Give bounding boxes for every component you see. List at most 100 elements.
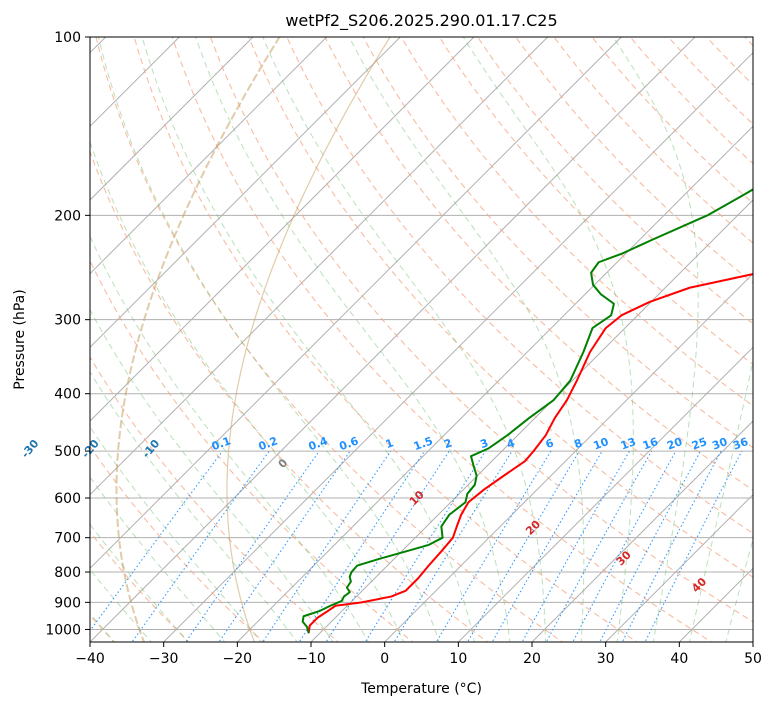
isotherm-30 bbox=[605, 493, 753, 642]
axes: −40 −30 −20 −10 0 10 20 30 40 50 1000 900 800 700 600 5… bbox=[45, 30, 762, 667]
dry-adiabat-20 bbox=[95, 37, 564, 642]
moist-adiabat-45 bbox=[725, 537, 753, 642]
isotherm-10 bbox=[457, 346, 753, 642]
dry-adiabat--10 bbox=[90, 356, 340, 642]
moist-adiabat-0 bbox=[90, 140, 405, 642]
mixing-ratio-line-7 bbox=[364, 450, 486, 642]
mixing-ratio-line-4 bbox=[262, 450, 392, 642]
mixing-ratio-line-2 bbox=[185, 450, 320, 642]
curve-line-1 bbox=[226, 37, 391, 642]
y-axis-label: Pressure (hPa) bbox=[12, 289, 28, 389]
x-axis-label: Temperature (°C) bbox=[360, 681, 482, 697]
moist-adiabat--5 bbox=[90, 235, 369, 642]
y-tick-label-0: 1000 bbox=[45, 622, 81, 638]
mixing-ratio-label-7: 3 bbox=[478, 436, 490, 451]
isotherm--10 bbox=[310, 199, 753, 642]
x-tick-label-8: 40 bbox=[670, 651, 688, 667]
moist-adiabat-10 bbox=[141, 37, 475, 642]
x-tick-label-2: −20 bbox=[223, 651, 253, 667]
mixing-ratio-label-8: 4 bbox=[505, 436, 517, 451]
x-tick-label-5: 10 bbox=[449, 651, 467, 667]
mixing-ratio-line-8 bbox=[393, 450, 513, 642]
plot-background bbox=[90, 37, 753, 642]
y-tick-label-9: 100 bbox=[54, 30, 81, 46]
mixing-ratio-label-1: 0.2 bbox=[257, 434, 280, 453]
mixing-ratio-label-11: 10 bbox=[592, 435, 611, 453]
mixing-ratio-label-10: 8 bbox=[572, 436, 584, 451]
mixing-ratio-label-0: 0.1 bbox=[210, 434, 233, 453]
curve-line-0 bbox=[115, 37, 281, 642]
isotherm--70 bbox=[90, 37, 475, 422]
dry-adiabat--20 bbox=[90, 445, 265, 642]
y-tick-label-7: 300 bbox=[54, 313, 81, 329]
x-tick-label-4: 0 bbox=[380, 651, 389, 667]
y-tick-label-6: 400 bbox=[54, 387, 81, 403]
mixing-ratio-line-15 bbox=[599, 450, 702, 642]
isotherm--80 bbox=[90, 37, 401, 349]
x-tick-label-0: −40 bbox=[75, 651, 105, 667]
moist-adiabat-40 bbox=[688, 358, 753, 642]
x-tick-label-3: −10 bbox=[296, 651, 326, 667]
x-tick-label-1: −30 bbox=[149, 651, 179, 667]
grid-lines bbox=[90, 37, 753, 642]
mixing-ratio-line-10 bbox=[466, 450, 580, 642]
dewpoint-line bbox=[301, 188, 753, 634]
series-lines bbox=[301, 188, 753, 634]
moist-adiabat-5 bbox=[97, 37, 440, 642]
y-tick-label-4: 600 bbox=[54, 491, 81, 507]
dry-adiabat-130 bbox=[515, 37, 753, 284]
mixing-ratio-line-1 bbox=[131, 450, 270, 642]
moist-adiabat--15 bbox=[90, 370, 298, 642]
temperature-line bbox=[307, 273, 753, 634]
plot-frame bbox=[89, 36, 754, 643]
dry-adiabat-50 bbox=[209, 37, 753, 623]
x-tick-label-9: 50 bbox=[744, 651, 762, 667]
mixing-ratio-label-4: 1 bbox=[384, 436, 396, 451]
mixing-ratio-label-12: 13 bbox=[619, 435, 638, 452]
mixing-ratio-label-5: 1.5 bbox=[412, 434, 435, 453]
isotherm-0 bbox=[384, 272, 753, 642]
moist-adiabat--10 bbox=[90, 308, 334, 642]
moist-adiabat--25 bbox=[90, 476, 226, 642]
dry-adiabat-0 bbox=[90, 259, 414, 642]
mixing-ratio-label-2: 0.4 bbox=[307, 434, 330, 453]
chart-title: wetPf2_S206.2025.290.01.17.C25 bbox=[285, 11, 557, 31]
y-tick-label-1: 900 bbox=[54, 595, 81, 611]
isotherm--40 bbox=[90, 37, 696, 642]
mixing-ratio-label-17: 36 bbox=[731, 435, 750, 453]
y-tick-label-2: 800 bbox=[54, 565, 81, 581]
moist-adiabat-15 bbox=[195, 37, 511, 642]
mixing-ratio-label-13: 16 bbox=[641, 435, 660, 453]
isotherm--90 bbox=[90, 37, 328, 275]
isotherm--100 bbox=[90, 37, 254, 201]
isotherm--60 bbox=[90, 37, 549, 496]
moist-adiabat-25 bbox=[348, 37, 585, 642]
mixing-ratio-line-3 bbox=[218, 450, 351, 642]
isotherm--30 bbox=[163, 51, 753, 642]
mixing-ratio-label-14: 20 bbox=[665, 435, 684, 453]
moist-adiabat--35 bbox=[90, 568, 152, 642]
mixing-ratio-line-0 bbox=[90, 450, 223, 632]
moist-adiabat-30 bbox=[462, 37, 634, 642]
dry-adiabat-10 bbox=[90, 150, 489, 642]
x-tick-label-7: 30 bbox=[597, 651, 615, 667]
mixing-ratio-line-14 bbox=[572, 450, 677, 642]
moist-adiabat-35 bbox=[612, 37, 699, 642]
mixing-ratio-label-3: 0.6 bbox=[338, 434, 361, 453]
mixing-ratio-label-9: 6 bbox=[544, 436, 556, 451]
mixing-ratio-label-16: 30 bbox=[710, 435, 729, 453]
mixing-ratio-line-5 bbox=[298, 450, 425, 642]
mixing-ratio-label-6: 2 bbox=[442, 436, 454, 451]
y-tick-label-3: 700 bbox=[54, 531, 81, 547]
mixing-ratio-line-16 bbox=[621, 450, 722, 642]
y-tick-label-8: 200 bbox=[54, 208, 81, 224]
isotherm--50 bbox=[90, 37, 622, 570]
isotherm--20 bbox=[236, 125, 753, 642]
mixing-ratio-label-15: 25 bbox=[690, 435, 709, 452]
mixing-ratio-line-6 bbox=[325, 450, 450, 642]
moist-adiabat--20 bbox=[90, 425, 262, 642]
x-tick-label-6: 20 bbox=[523, 651, 541, 667]
y-tick-label-5: 500 bbox=[54, 444, 81, 460]
